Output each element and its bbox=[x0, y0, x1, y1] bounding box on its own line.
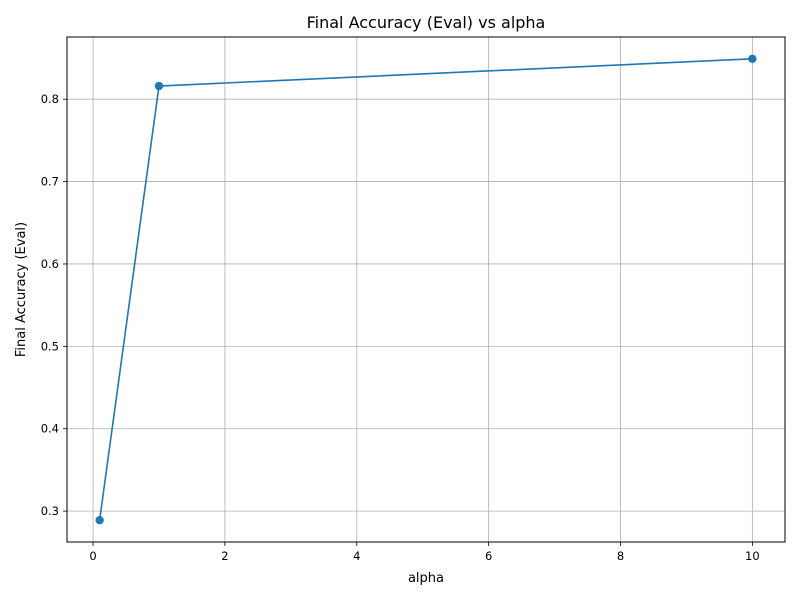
y-tick-label: 0.5 bbox=[41, 339, 59, 353]
x-tick-label: 4 bbox=[353, 549, 360, 563]
y-axis-label: Final Accuracy (Eval) bbox=[14, 222, 29, 357]
data-point bbox=[748, 54, 757, 64]
x-tick-label: 8 bbox=[617, 549, 624, 563]
y-tick-label: 0.3 bbox=[41, 504, 59, 518]
series-line bbox=[98, 58, 753, 521]
chart-title: Final Accuracy (Eval) vs alpha bbox=[307, 13, 546, 32]
y-tick-label: 0.8 bbox=[41, 92, 59, 106]
x-tick-label: 2 bbox=[221, 549, 228, 563]
series-layer bbox=[95, 54, 757, 525]
y-tick-label: 0.7 bbox=[41, 175, 59, 189]
grid bbox=[67, 37, 785, 542]
x-tick-label: 6 bbox=[485, 549, 492, 563]
data-point bbox=[154, 81, 164, 91]
y-tick-label: 0.4 bbox=[41, 422, 59, 436]
ticks: 0 2 4 6 8 10 0.3 0.4 0.5 0.6 0.7 0.8 bbox=[41, 92, 760, 563]
plot-frame bbox=[66, 36, 786, 543]
y-tick-label: 0.6 bbox=[41, 257, 59, 271]
x-tick-label: 0 bbox=[89, 549, 96, 563]
x-tick-label: 10 bbox=[745, 549, 760, 563]
x-axis-label: alpha bbox=[408, 571, 444, 586]
data-point bbox=[95, 515, 104, 525]
